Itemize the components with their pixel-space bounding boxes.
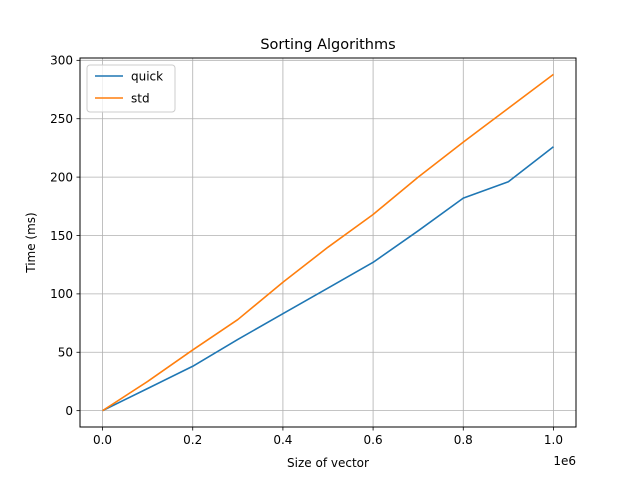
- legend-label-std: std: [131, 92, 150, 106]
- y-axis-label: Time (ms): [24, 212, 38, 274]
- x-axis-label: Size of vector: [287, 456, 369, 470]
- legend: quick std: [86, 64, 176, 113]
- x-tick-label: 0.8: [454, 433, 473, 447]
- y-tick-label: 300: [50, 54, 73, 68]
- series-line-std: [102, 73, 554, 412]
- y-tick-label: 200: [50, 170, 73, 184]
- y-tick-label: 100: [50, 287, 73, 301]
- legend-label-quick: quick: [131, 70, 163, 84]
- x-tick-label: 0.6: [364, 433, 383, 447]
- x-axis-offset-label: 1e6: [553, 454, 576, 468]
- chart-title: Sorting Algorithms: [260, 37, 395, 53]
- y-tick-label: 150: [50, 229, 73, 243]
- y-tick-label: 250: [50, 112, 73, 126]
- y-tick-label: 0: [65, 404, 73, 418]
- data-series: [102, 73, 554, 412]
- plot-area-frame: [79, 57, 577, 428]
- x-tick-label: 1.0: [544, 433, 563, 447]
- x-tick-label: 0.4: [273, 433, 292, 447]
- x-tick-label: 0.2: [183, 433, 202, 447]
- y-tick-label: 50: [58, 346, 73, 360]
- x-tick-label: 0.0: [93, 433, 112, 447]
- series-line-quick: [102, 146, 554, 412]
- axis-ticks: 0.0 0.2 0.4 0.6 0.8 1.0 0 50 100 150 200 250 300: [50, 54, 563, 447]
- grid-lines: [80, 58, 576, 427]
